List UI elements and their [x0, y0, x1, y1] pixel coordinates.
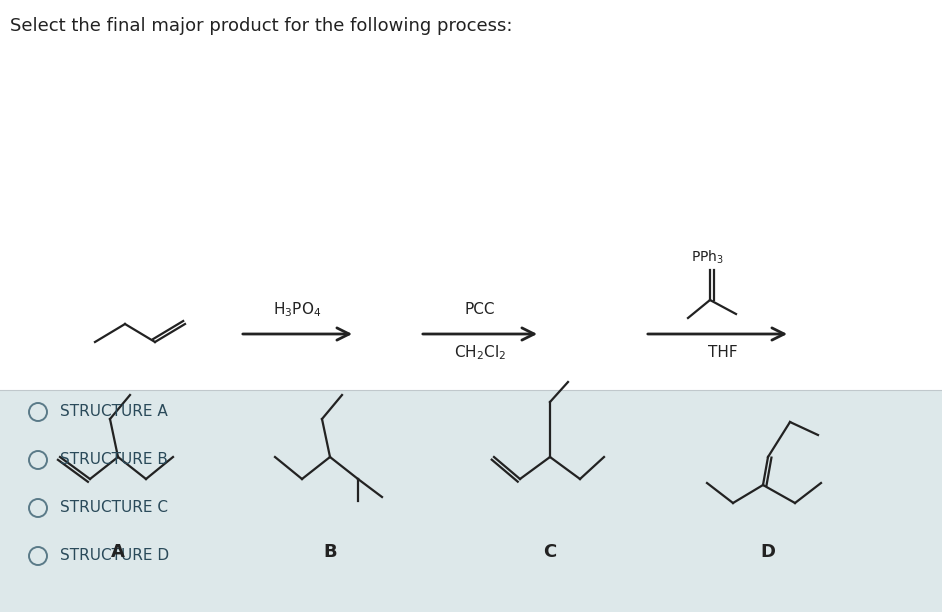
Text: PPh$_3$: PPh$_3$ [691, 248, 724, 266]
Text: Select the final major product for the following process:: Select the final major product for the f… [10, 17, 512, 35]
Text: H$_3$PO$_4$: H$_3$PO$_4$ [273, 300, 321, 319]
Text: CH$_2$Cl$_2$: CH$_2$Cl$_2$ [454, 343, 506, 362]
Text: THF: THF [707, 345, 738, 360]
Text: STRUCTURE B: STRUCTURE B [60, 452, 168, 468]
Text: STRUCTURE C: STRUCTURE C [60, 501, 168, 515]
Text: D: D [760, 543, 775, 561]
Text: B: B [323, 543, 337, 561]
Bar [0, 390, 942, 612]
Text: PCC: PCC [464, 302, 495, 317]
Text: A: A [111, 543, 125, 561]
Text: STRUCTURE A: STRUCTURE A [60, 405, 168, 419]
Text: STRUCTURE D: STRUCTURE D [60, 548, 170, 564]
Text: C: C [544, 543, 557, 561]
